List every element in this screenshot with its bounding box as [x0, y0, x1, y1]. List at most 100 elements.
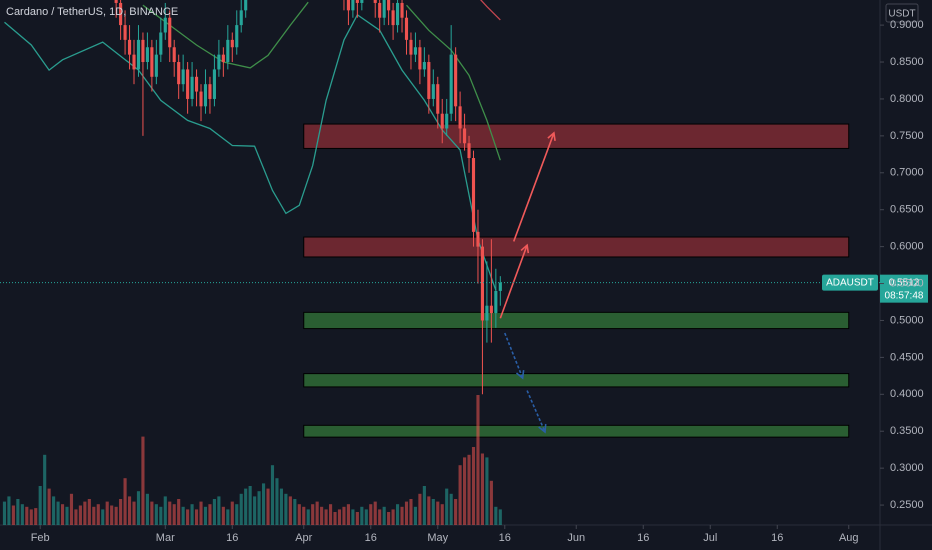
volume-bar	[306, 509, 310, 525]
arrow	[499, 244, 528, 319]
volume-bar	[181, 506, 185, 525]
volume-bar	[297, 504, 301, 525]
x-tick-label: Mar	[156, 532, 175, 544]
candle-body	[463, 128, 467, 144]
y-tick-label: 0.6000	[890, 241, 924, 253]
arrow	[526, 390, 546, 433]
candle-body	[494, 290, 498, 314]
candle-body	[418, 47, 422, 70]
zone	[303, 123, 850, 149]
countdown-label: 08:57:48	[885, 290, 924, 301]
volume-bar	[454, 499, 458, 525]
candle-body	[382, 0, 386, 18]
candle-body	[217, 54, 221, 70]
x-tick-label: 16	[771, 532, 783, 544]
volume-bar	[25, 506, 29, 525]
candle-body	[235, 25, 239, 48]
volume-bar	[498, 509, 502, 525]
candle-body	[400, 2, 404, 18]
volume-bar	[136, 491, 141, 525]
volume-bar	[2, 501, 7, 525]
candle-body	[351, 0, 355, 11]
candle-body	[159, 32, 163, 55]
volume-bar	[78, 505, 82, 525]
volume-bar	[123, 478, 127, 525]
x-tick-label: 16	[365, 532, 377, 544]
volume-bar	[445, 488, 449, 525]
candle-body	[199, 91, 203, 107]
candle-body	[431, 84, 435, 99]
volume-bar	[494, 506, 498, 525]
volume-bar	[43, 454, 47, 525]
volume-bar	[60, 504, 65, 525]
candle-body	[141, 39, 145, 63]
y-tick-label: 0.5000	[890, 314, 924, 326]
candle-body	[360, 0, 364, 3]
volume-bar	[346, 504, 350, 525]
candle-body	[346, 0, 350, 11]
y-tick-label: 0.5500	[890, 277, 924, 289]
volume-bar	[141, 436, 145, 525]
volume-bar	[110, 505, 114, 525]
candle-body	[150, 47, 154, 77]
volume-bar	[485, 457, 489, 525]
x-tick-label: 16	[637, 532, 649, 544]
volume-bar	[261, 483, 266, 525]
volume-bar	[373, 501, 377, 525]
volume-bar	[342, 506, 346, 525]
indicator-line	[4, 13, 497, 291]
candle-body	[409, 39, 413, 55]
volume-bar	[226, 509, 230, 525]
volume-bar	[387, 512, 391, 525]
candle-body	[498, 282, 502, 291]
volume-bar	[194, 509, 199, 525]
volume-bar	[172, 504, 176, 525]
x-tick-label: Jun	[567, 532, 585, 544]
candle-body	[163, 17, 167, 33]
volume-bar	[288, 496, 292, 525]
x-tick-label: Apr	[295, 532, 312, 544]
volume-bar	[293, 499, 297, 525]
x-tick-label: 16	[499, 532, 511, 544]
candle-body	[145, 47, 149, 63]
candle-body	[445, 113, 449, 129]
volume-bar	[471, 447, 476, 525]
volume-bar	[270, 465, 275, 525]
candle-body	[119, 2, 123, 26]
volume-bar	[436, 501, 440, 525]
candle-body	[480, 246, 484, 321]
zone	[303, 424, 850, 438]
candle-body	[154, 54, 158, 77]
x-tick-label: Feb	[31, 532, 50, 544]
volume-bar	[279, 488, 283, 525]
volume-bar	[396, 504, 400, 525]
y-tick-label: 0.7000	[890, 167, 924, 179]
zone	[303, 311, 850, 330]
volume-bar	[105, 501, 109, 525]
price-box	[880, 274, 928, 303]
volume-bar	[489, 480, 493, 525]
candle-body	[114, 0, 118, 3]
candle-body	[186, 69, 190, 99]
volume-bar	[235, 504, 239, 525]
volume-bar	[150, 501, 154, 525]
volume-bar	[239, 493, 243, 525]
volume-bar	[96, 504, 100, 525]
volume-bar	[65, 506, 69, 525]
volume-bar	[87, 499, 91, 525]
candle-body	[485, 305, 489, 321]
symbol-label: ADAUSDT	[826, 277, 874, 288]
currency-box	[885, 3, 919, 23]
volume-bar	[20, 504, 24, 525]
volume-bar	[400, 506, 404, 525]
volume-bar	[257, 491, 261, 525]
candle-body	[136, 39, 141, 70]
volume-bar	[391, 509, 395, 525]
y-tick-label: 0.8000	[890, 93, 924, 105]
volume-bar	[266, 488, 270, 525]
volume-bar	[431, 499, 435, 525]
volume-bar	[248, 486, 252, 525]
volume-bar	[190, 504, 194, 525]
volume-bar	[244, 488, 248, 525]
volume-bar	[404, 501, 409, 525]
